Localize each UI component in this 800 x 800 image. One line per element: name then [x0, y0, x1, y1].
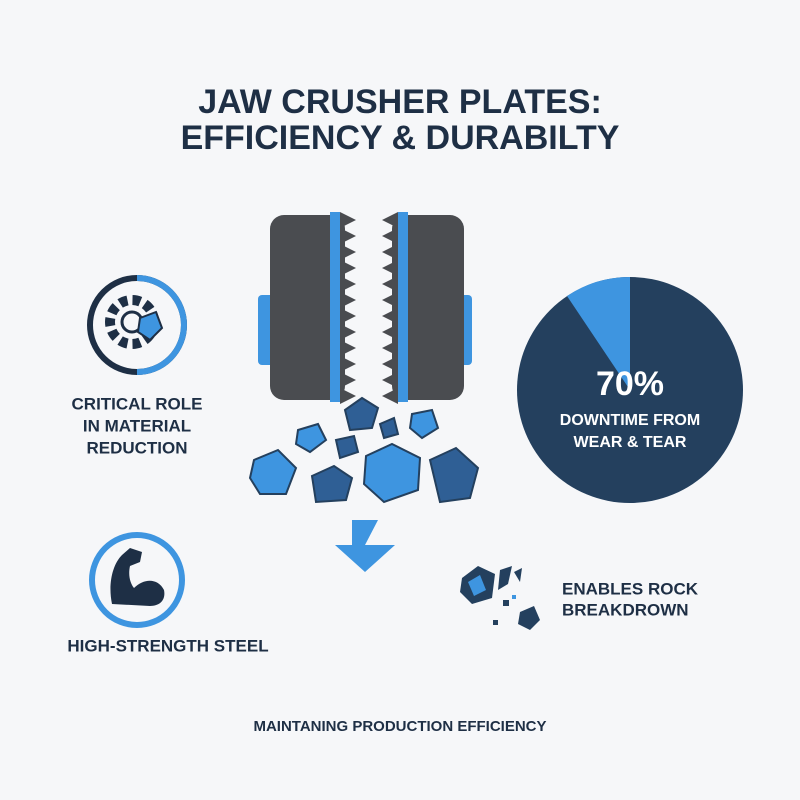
rock [362, 442, 422, 504]
title-line: EFFICIENCY & DURABILTY [181, 119, 620, 157]
rock-icon [460, 566, 540, 630]
feature-text: CRITICAL ROLE [72, 394, 203, 413]
feature-text: IN MATERIAL [83, 416, 191, 435]
rock [294, 422, 328, 454]
title-line: JAW CRUSHER PLATES: [198, 83, 602, 121]
gear-icon [87, 275, 187, 375]
feature-text: HIGH-STRENGTH STEEL [67, 636, 268, 655]
jaw-left [270, 215, 345, 400]
rock [248, 448, 298, 495]
rock [378, 416, 400, 440]
plate-strip [330, 212, 340, 402]
stat-value: 70% [596, 365, 664, 403]
stat-text: WEAR & TEAR [574, 434, 687, 451]
stat-text: DOWNTIME FROM [560, 412, 700, 429]
strength-icon [89, 532, 185, 628]
rock [334, 434, 360, 460]
rock [408, 408, 440, 440]
rock [343, 396, 380, 432]
feature-text: ENABLES ROCK [562, 579, 699, 598]
teeth [382, 212, 398, 404]
plate-strip [398, 212, 408, 402]
crusher-illustration [258, 212, 472, 404]
teeth [340, 212, 356, 404]
feature-text: REDUCTION [86, 438, 187, 457]
stat-pie [517, 276, 743, 503]
rock [310, 464, 354, 504]
rock [428, 446, 480, 504]
jaw-right [392, 215, 464, 400]
down-arrow [335, 520, 395, 572]
footer-text: MAINTANING PRODUCTION EFFICIENCY [253, 718, 546, 735]
feature-text: BREAKDROWN [562, 600, 689, 619]
